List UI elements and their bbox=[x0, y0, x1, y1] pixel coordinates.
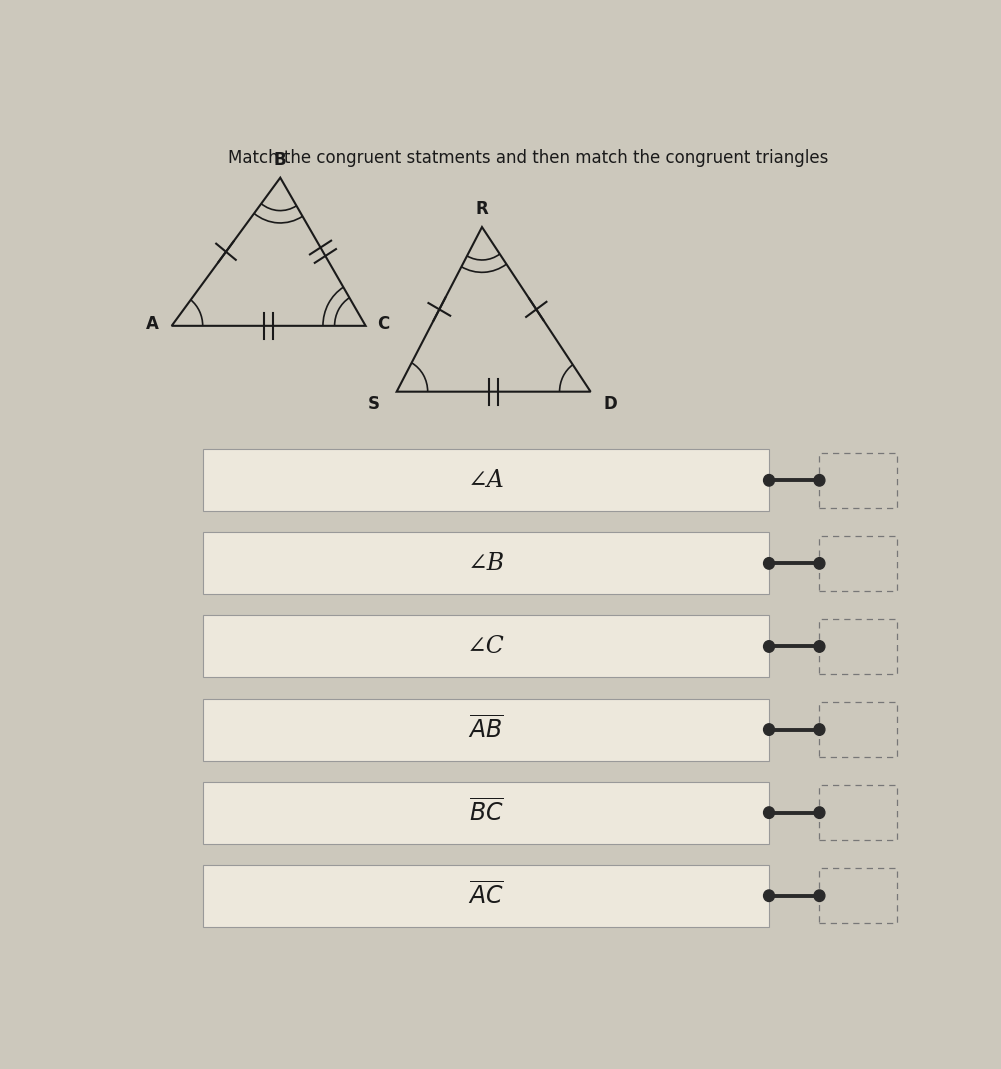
Circle shape bbox=[814, 475, 825, 486]
Text: $\overline{\mathit{AB}}$: $\overline{\mathit{AB}}$ bbox=[468, 716, 504, 743]
Text: A: A bbox=[146, 315, 159, 334]
Text: $\overline{\mathit{AC}}$: $\overline{\mathit{AC}}$ bbox=[467, 882, 504, 910]
Text: ∠C: ∠C bbox=[466, 635, 505, 657]
FancyBboxPatch shape bbox=[202, 698, 769, 760]
Text: R: R bbox=[475, 200, 488, 218]
Text: D: D bbox=[604, 396, 617, 413]
Circle shape bbox=[814, 807, 825, 819]
Text: ∠A: ∠A bbox=[467, 469, 505, 492]
Circle shape bbox=[814, 640, 825, 652]
FancyBboxPatch shape bbox=[202, 532, 769, 594]
Text: S: S bbox=[367, 396, 379, 413]
Circle shape bbox=[814, 724, 825, 735]
FancyBboxPatch shape bbox=[202, 781, 769, 843]
Text: ∠B: ∠B bbox=[467, 552, 505, 575]
Circle shape bbox=[814, 890, 825, 901]
Text: $\overline{\mathit{BC}}$: $\overline{\mathit{BC}}$ bbox=[468, 800, 504, 826]
Text: B: B bbox=[274, 151, 286, 169]
Circle shape bbox=[764, 640, 775, 652]
FancyBboxPatch shape bbox=[202, 616, 769, 678]
FancyBboxPatch shape bbox=[202, 865, 769, 927]
Circle shape bbox=[764, 890, 775, 901]
Text: Match the congruent statments and then match the congruent triangles: Match the congruent statments and then m… bbox=[228, 149, 829, 167]
FancyBboxPatch shape bbox=[202, 449, 769, 511]
Circle shape bbox=[814, 558, 825, 569]
Circle shape bbox=[764, 807, 775, 819]
Circle shape bbox=[764, 724, 775, 735]
Circle shape bbox=[764, 558, 775, 569]
Circle shape bbox=[764, 475, 775, 486]
Text: C: C bbox=[377, 315, 389, 334]
